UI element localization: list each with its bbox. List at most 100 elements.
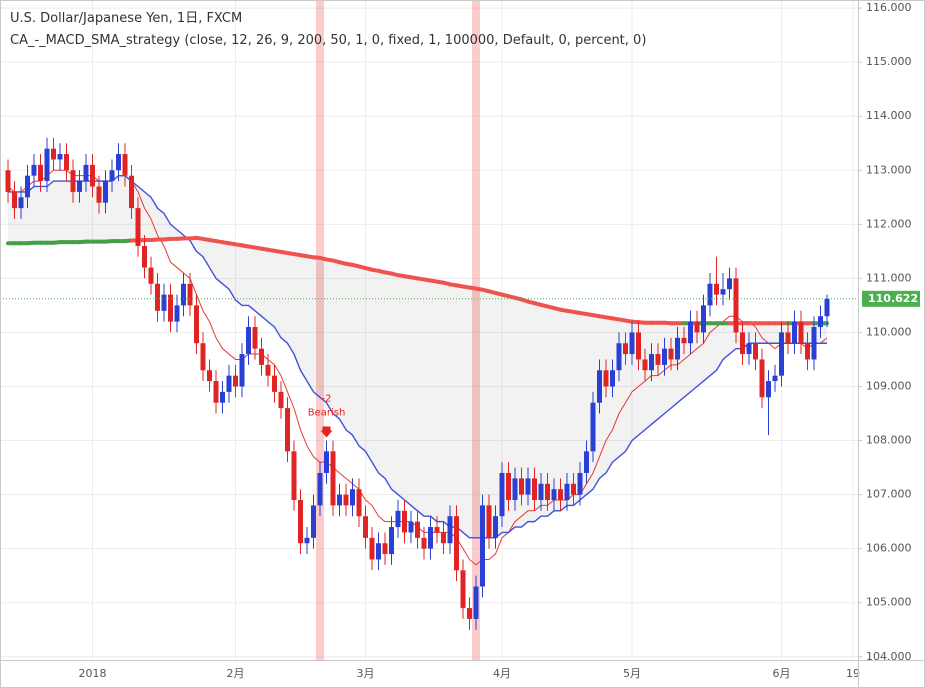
candle-body — [564, 483, 570, 500]
candle-body — [688, 321, 693, 344]
candle-body — [727, 278, 732, 290]
candle-body — [571, 483, 576, 495]
candle-body — [369, 537, 375, 560]
candle-body — [304, 537, 310, 544]
chart-title: U.S. Dollar/Japanese Yen, 1日, FXCM — [10, 11, 242, 26]
candle-body — [389, 527, 394, 555]
candle-body — [311, 505, 316, 538]
y-tick-label: 110.000 — [866, 325, 912, 338]
candle-body — [746, 343, 752, 355]
x-tick-label: 2月 — [227, 667, 245, 680]
candle-body — [350, 489, 355, 506]
candle-body — [779, 332, 784, 376]
candle-body — [343, 494, 349, 506]
candle-body — [694, 321, 700, 333]
candle-body — [187, 283, 193, 306]
candle-body — [824, 298, 830, 317]
last-price-box — [862, 290, 920, 307]
candle-body — [51, 148, 56, 160]
candle-body — [12, 191, 17, 209]
y-tick-label: 111.000 — [866, 271, 912, 284]
y-tick-label: 108.000 — [866, 434, 912, 447]
candle-body — [766, 381, 771, 398]
signal-label: -2 — [322, 394, 332, 405]
cloud — [8, 175, 827, 538]
candle-body — [64, 154, 69, 171]
candle-body — [402, 510, 407, 533]
candle-body — [168, 294, 173, 322]
candle-body — [655, 354, 661, 365]
candle-body — [148, 267, 154, 284]
candle-body — [675, 337, 680, 360]
candle-body — [636, 332, 641, 360]
y-tick-label: 112.000 — [866, 217, 912, 230]
candle-body — [408, 521, 414, 533]
candle-body — [772, 375, 778, 382]
candle-body — [194, 305, 199, 344]
candle-body — [668, 348, 674, 360]
candle-body — [460, 570, 466, 609]
candle-body — [603, 370, 609, 387]
y-tick-label: 116.000 — [866, 1, 912, 14]
candle-body — [5, 170, 11, 192]
candle-body — [538, 483, 544, 500]
candle-body — [246, 327, 251, 355]
marks-layer — [5, 137, 830, 630]
candle-body — [44, 148, 50, 182]
candle-body — [441, 532, 446, 544]
last-price-label: 110.622 — [868, 292, 918, 305]
signal-text: Bearish — [308, 408, 346, 419]
candle-body — [109, 170, 115, 182]
back-layer — [0, 0, 858, 660]
candle-body — [759, 359, 765, 398]
candle-body — [551, 489, 557, 500]
candle-body — [356, 489, 362, 517]
candle-body — [57, 154, 63, 160]
candle-body — [142, 245, 147, 268]
candle-body — [811, 327, 817, 360]
candle-body — [499, 472, 505, 517]
candle-body — [298, 500, 303, 544]
y-tick-label: 107.000 — [866, 488, 912, 501]
candle-body — [129, 175, 134, 209]
candle-body — [616, 343, 622, 371]
candle-body — [707, 283, 713, 306]
candle-body — [317, 472, 323, 506]
candle-body — [122, 154, 128, 176]
candle-body — [25, 175, 30, 198]
candle-body — [610, 370, 615, 387]
candle-body — [577, 472, 583, 495]
candle-body — [506, 472, 511, 500]
x-tick-label: 5月 — [623, 667, 641, 680]
candle-body — [181, 283, 186, 306]
candle-body — [434, 527, 440, 533]
candle-body — [701, 305, 706, 333]
signal-band — [472, 0, 480, 660]
candle-body — [135, 208, 141, 246]
y-tick-label: 109.000 — [866, 379, 912, 392]
x-tick-label: 2018 — [79, 667, 107, 680]
candle-body — [31, 164, 37, 176]
candle-body — [324, 451, 329, 473]
candle-body — [395, 510, 401, 528]
y-tick-label: 114.000 — [866, 109, 912, 122]
candle-body — [785, 332, 791, 344]
candle-body — [681, 337, 687, 344]
candle-body — [265, 364, 271, 376]
candle-body — [519, 478, 524, 495]
x-tick-label: 4月 — [493, 667, 511, 680]
candle-body — [415, 521, 420, 538]
candle-body — [480, 505, 485, 587]
x-tick-label: 19 — [846, 667, 860, 680]
y-tick-label: 104.000 — [866, 650, 912, 663]
candle-body — [545, 483, 550, 500]
candle-body — [512, 478, 518, 500]
candle-body — [155, 283, 160, 311]
candle-body — [818, 316, 823, 328]
y-tick-label: 115.000 — [866, 55, 912, 68]
candle-body — [103, 181, 108, 203]
candle-body — [629, 332, 635, 355]
candle-body — [259, 348, 264, 365]
candle-body — [330, 451, 336, 506]
